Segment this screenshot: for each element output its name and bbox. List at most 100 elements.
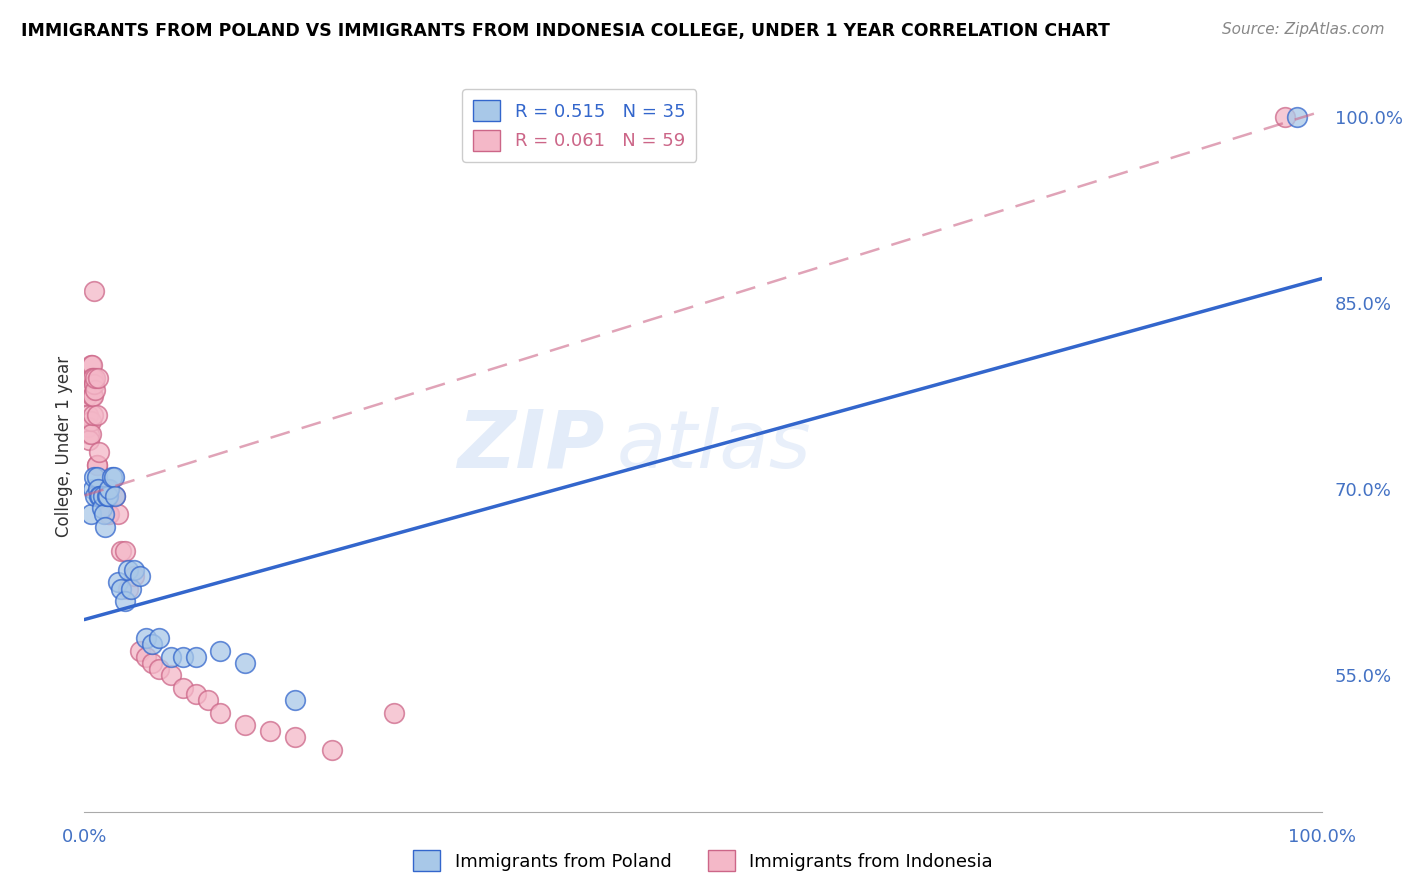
Point xyxy=(93,507,115,521)
Point xyxy=(75,383,97,397)
Point xyxy=(114,544,136,558)
Point xyxy=(100,470,122,484)
Point xyxy=(76,389,98,403)
Text: ZIP: ZIP xyxy=(457,407,605,485)
Point xyxy=(87,483,110,497)
Point xyxy=(79,359,101,373)
Point xyxy=(135,649,157,664)
Legend: Immigrants from Poland, Immigrants from Indonesia: Immigrants from Poland, Immigrants from … xyxy=(406,843,1000,879)
Point xyxy=(233,718,256,732)
Point xyxy=(79,507,101,521)
Point xyxy=(96,489,118,503)
Point xyxy=(233,656,256,670)
Point xyxy=(82,389,104,403)
Point xyxy=(89,489,111,503)
Point xyxy=(87,483,110,497)
Point xyxy=(94,519,117,533)
Point xyxy=(87,371,110,385)
Point xyxy=(86,408,108,422)
Point xyxy=(107,507,129,521)
Point xyxy=(98,507,121,521)
Point xyxy=(82,408,104,422)
Legend: R = 0.515   N = 35, R = 0.061   N = 59: R = 0.515 N = 35, R = 0.061 N = 59 xyxy=(463,89,696,161)
Point xyxy=(1274,111,1296,125)
Point xyxy=(80,371,103,385)
Point xyxy=(86,458,108,472)
Point xyxy=(97,489,120,503)
Point xyxy=(79,433,101,447)
Point xyxy=(103,470,125,484)
Text: Source: ZipAtlas.com: Source: ZipAtlas.com xyxy=(1222,22,1385,37)
Point xyxy=(80,359,103,373)
Point xyxy=(79,426,101,441)
Point xyxy=(184,687,207,701)
Point xyxy=(382,706,405,720)
Point xyxy=(79,383,101,397)
Point xyxy=(83,470,105,484)
Point xyxy=(104,489,127,503)
Point xyxy=(84,489,107,503)
Point xyxy=(79,414,101,428)
Point xyxy=(84,371,107,385)
Point xyxy=(172,649,194,664)
Point xyxy=(114,594,136,608)
Point xyxy=(86,458,108,472)
Point xyxy=(96,483,118,497)
Point xyxy=(103,489,125,503)
Point xyxy=(141,637,163,651)
Text: IMMIGRANTS FROM POLAND VS IMMIGRANTS FROM INDONESIA COLLEGE, UNDER 1 YEAR CORREL: IMMIGRANTS FROM POLAND VS IMMIGRANTS FRO… xyxy=(21,22,1109,40)
Point xyxy=(117,582,139,596)
Point xyxy=(79,426,101,441)
Point xyxy=(77,408,100,422)
Point xyxy=(117,563,139,577)
Point xyxy=(82,483,104,497)
Point xyxy=(93,483,115,497)
Point xyxy=(135,631,157,645)
Point xyxy=(259,724,281,739)
Point xyxy=(77,420,100,434)
Point xyxy=(209,643,232,657)
Point xyxy=(122,569,145,583)
Point xyxy=(1285,111,1308,125)
Point xyxy=(89,489,111,503)
Point xyxy=(91,483,114,497)
Point xyxy=(100,489,122,503)
Point xyxy=(90,483,112,497)
Point xyxy=(129,569,152,583)
Point xyxy=(122,563,145,577)
Point xyxy=(284,693,307,707)
Point xyxy=(148,662,170,676)
Point xyxy=(197,693,219,707)
Point xyxy=(94,489,117,503)
Point xyxy=(141,656,163,670)
Point xyxy=(89,445,111,459)
Point xyxy=(110,544,132,558)
Point xyxy=(84,383,107,397)
Point xyxy=(90,500,112,515)
Point xyxy=(284,731,307,745)
Point xyxy=(89,489,111,503)
Point xyxy=(107,575,129,590)
Point xyxy=(89,483,111,497)
Point xyxy=(97,507,120,521)
Point xyxy=(91,489,114,503)
Point xyxy=(172,681,194,695)
Point xyxy=(184,649,207,664)
Text: atlas: atlas xyxy=(616,407,811,485)
Point xyxy=(160,649,183,664)
Point xyxy=(160,668,183,682)
Point xyxy=(110,582,132,596)
Point xyxy=(80,389,103,403)
Point xyxy=(89,483,111,497)
Y-axis label: College, Under 1 year: College, Under 1 year xyxy=(55,355,73,537)
Point xyxy=(321,743,343,757)
Point xyxy=(83,377,105,392)
Point xyxy=(83,284,105,298)
Point xyxy=(82,371,104,385)
Point xyxy=(86,470,108,484)
Point xyxy=(104,489,127,503)
Point xyxy=(148,631,170,645)
Point xyxy=(120,582,142,596)
Point xyxy=(98,483,121,497)
Point xyxy=(209,706,232,720)
